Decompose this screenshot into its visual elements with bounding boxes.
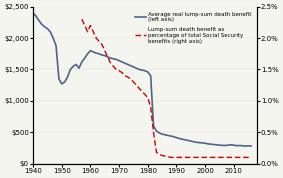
Lump-sum death benefit as
percentage of total Social Security
benefits (right axis) xyxy=(189,156,192,158)
Lump-sum death benefit as
percentage of total Social Security
benefits (right axis) xyxy=(109,62,112,64)
Average real lump-sum death benefit
(left axis) xyxy=(126,63,129,66)
Legend: Average real lump-sum death benefit
(left axis), Lump-sum death benefit as
perce: Average real lump-sum death benefit (lef… xyxy=(132,9,254,46)
Average real lump-sum death benefit
(left axis) xyxy=(103,55,106,57)
Average real lump-sum death benefit
(left axis) xyxy=(249,145,253,147)
Lump-sum death benefit as
percentage of total Social Security
benefits (right axis) xyxy=(249,156,253,158)
Line: Lump-sum death benefit as
percentage of total Social Security
benefits (right axis): Lump-sum death benefit as percentage of … xyxy=(82,19,251,157)
Lump-sum death benefit as
percentage of total Social Security
benefits (right axis) xyxy=(135,84,138,86)
Average real lump-sum death benefit
(left axis) xyxy=(152,125,155,127)
Lump-sum death benefit as
percentage of total Social Security
benefits (right axis) xyxy=(138,87,141,89)
Average real lump-sum death benefit
(left axis) xyxy=(106,56,109,58)
Average real lump-sum death benefit
(left axis) xyxy=(74,63,78,66)
Average real lump-sum death benefit
(left axis) xyxy=(120,61,124,63)
Lump-sum death benefit as
percentage of total Social Security
benefits (right axis) xyxy=(123,75,127,77)
Average real lump-sum death benefit
(left axis) xyxy=(244,145,247,147)
Line: Average real lump-sum death benefit
(left axis): Average real lump-sum death benefit (lef… xyxy=(33,13,251,146)
Average real lump-sum death benefit
(left axis) xyxy=(31,12,35,14)
Lump-sum death benefit as
percentage of total Social Security
benefits (right axis) xyxy=(129,78,132,80)
Lump-sum death benefit as
percentage of total Social Security
benefits (right axis) xyxy=(80,18,83,20)
Lump-sum death benefit as
percentage of total Social Security
benefits (right axis) xyxy=(169,156,172,158)
